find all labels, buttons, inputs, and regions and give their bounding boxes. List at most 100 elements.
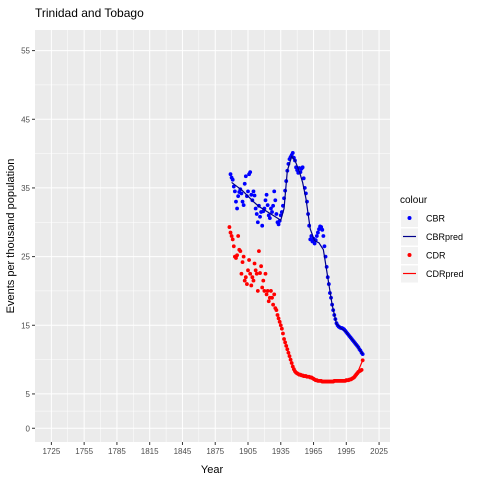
cbr-point [320,227,325,232]
legend-title: colour [400,195,428,206]
cbr-point [248,170,253,175]
y-tick-label: 45 [21,115,30,124]
cdr-point [236,234,241,238]
cbr-point [300,165,305,170]
x-tick-label: 1875 [206,447,224,456]
legend-key-cdr [401,247,418,264]
cbr-point [264,192,269,197]
cdr-point [231,244,236,249]
y-tick-label: 0 [26,424,31,433]
series-layer [227,151,365,384]
cdr-point [249,283,254,288]
cdr-point [272,292,277,297]
cbr-point [236,194,241,199]
cdr-point [252,261,257,266]
plot-panel [35,30,390,442]
cbr-point [301,176,306,181]
cbr-point [290,151,295,155]
y-axis-title: Events per thousand population [5,159,17,314]
cdr-point [277,319,282,324]
cdr-point [229,234,234,238]
cdr-point [242,278,247,283]
x-tick-label: 1905 [239,447,257,456]
cdr-point [260,285,265,290]
x-axis-title: Year [201,464,224,476]
cdr-point [266,299,271,304]
cdr-point [248,271,253,276]
cdr-point [263,271,268,276]
cdr-point [235,253,239,258]
x-tick-label: 1785 [108,447,126,456]
cbr-point [253,206,258,211]
x-tick-label: 1725 [42,447,60,456]
cbr-point [232,189,237,194]
cbr-point [252,193,257,198]
legend-key-cbr [401,210,418,227]
cbr-point [272,189,277,194]
cbr-point [258,214,262,219]
cdr-point [270,295,274,300]
cdr-point [251,278,256,283]
chart-title: Trinidad and Tobago [35,6,144,20]
x-tick-label: 1755 [75,447,93,456]
y-axis-ticks: 0 5 15 25 35 45 55 [21,47,35,433]
cbr-point [260,223,265,228]
cdr-point [259,264,264,269]
cdr-point [230,237,235,242]
cdr-point [265,289,270,293]
cbr-point [276,222,281,227]
cdr-point [281,331,285,336]
cbr-point [241,203,246,208]
cbr-point [267,216,272,221]
cdr-point [239,271,244,276]
cdr-point [278,323,283,328]
cbr-point [255,220,260,225]
cdr-point [254,271,259,276]
cbr-point [254,212,259,216]
cdr-point [253,268,258,273]
cdr-point [264,292,269,297]
cbr-point [273,198,278,203]
series-cbrpred [231,155,364,355]
cbr-point [269,206,273,211]
cdr-point [227,225,232,229]
cbr-point [249,192,254,197]
cdr-point [276,316,281,321]
cbr-point [265,203,270,208]
cdr-point [247,258,251,262]
cbr-point [263,198,268,203]
cdr-point [279,326,284,331]
cdr-point [258,271,262,275]
cdr-point [238,249,243,254]
cdr-point [262,289,267,293]
grid [35,30,390,442]
cdr-point [284,343,289,348]
cbr-point [230,177,235,182]
cbr-point [274,212,279,216]
cdr-point [283,340,288,345]
cdr-point [282,337,286,341]
x-tick-label: 1995 [337,447,355,456]
cdr-point [250,275,255,280]
cbr-point [270,210,274,214]
cbr-point [251,189,256,194]
x-axis-ticks: 1725 1755 1785 1815 1845 1875 1905 1935 1965 1995… [42,442,389,456]
cdr-point [246,268,250,273]
cdr-point [243,275,248,280]
cbr-point [231,184,236,189]
cbr-point [246,189,250,194]
x-tick-label: 1965 [305,447,323,456]
x-tick-label: 2025 [370,447,388,456]
cdr-point [359,368,364,372]
legend: colour CBR CBRpred CDR CDRpred [400,195,464,283]
cbr-point [235,206,239,211]
series-cdrpred [287,352,364,383]
legend-label-cbr: CBR [426,214,446,224]
cdr-point [261,278,266,283]
y-tick-label: 5 [26,390,31,399]
cbr-point [240,199,245,204]
cbr-point [239,191,244,196]
cbr-point [316,230,320,235]
y-tick-label: 55 [21,47,30,56]
